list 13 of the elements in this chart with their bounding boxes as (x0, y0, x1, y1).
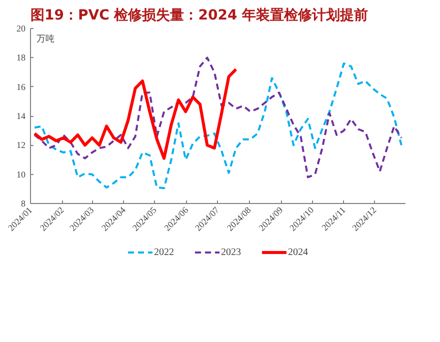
y-tick-label: 16 (16, 82, 26, 92)
y-tick-label: 8 (21, 198, 26, 208)
y-tick-label: 14 (16, 111, 26, 121)
line-series (33, 68, 238, 160)
y-tick-label: 18 (16, 52, 26, 63)
y-axis-title: 万吨 (36, 34, 54, 44)
legend-label: 2022 (154, 246, 174, 258)
legend-label: 2023 (221, 246, 241, 258)
y-tick-label: 12 (16, 140, 26, 150)
y-tick-label: 20 (16, 24, 26, 34)
y-tick-label: 10 (16, 169, 26, 180)
chart-title: 图19：PVC 检修损失量：2024 年装置检修计划提前 (30, 8, 368, 24)
legend-label: 2024 (288, 246, 308, 258)
